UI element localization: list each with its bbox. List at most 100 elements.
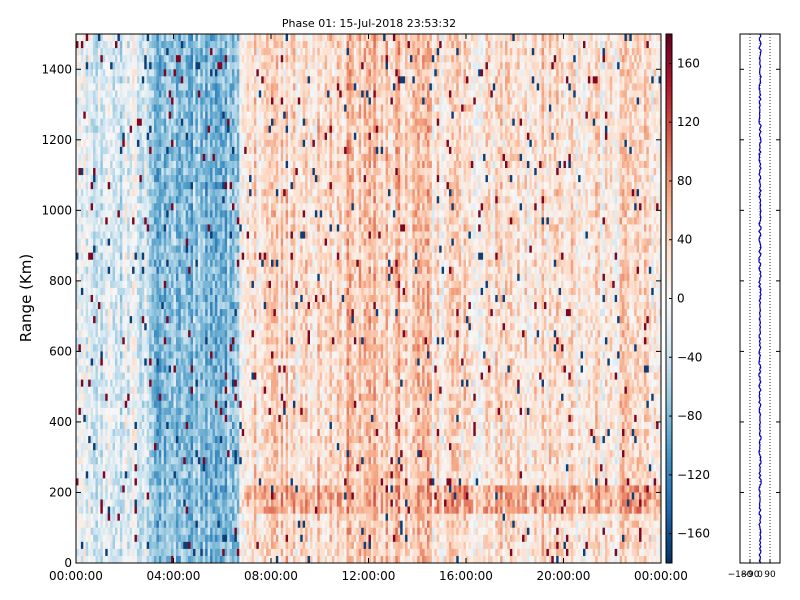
heatmap-cell — [151, 245, 155, 254]
heatmap-cell — [90, 344, 94, 352]
heatmap-cell — [202, 111, 206, 120]
heatmap-cell — [151, 90, 155, 98]
heatmap-cell — [141, 189, 145, 197]
heatmap-cell — [173, 252, 177, 261]
heatmap-cell — [112, 414, 116, 423]
heatmap-cell — [90, 273, 94, 282]
heatmap-cell — [217, 111, 221, 120]
heatmap-cell — [90, 196, 94, 204]
heatmap-cell — [193, 259, 196, 268]
heatmap-cell — [224, 69, 228, 77]
heatmap-cell — [207, 153, 211, 162]
heatmap-cell — [156, 520, 160, 529]
heatmap-cell — [110, 55, 113, 63]
heatmap-cell — [171, 309, 174, 317]
heatmap-cell — [105, 245, 109, 254]
heatmap-cell — [119, 407, 123, 416]
heatmap-cell — [95, 273, 99, 282]
heatmap-cell — [110, 443, 113, 451]
heatmap-cell — [102, 252, 106, 261]
heatmap-cell — [227, 273, 230, 282]
heatmap-cell — [171, 414, 174, 423]
heatmap-cell — [232, 294, 235, 303]
heatmap-cell — [207, 421, 211, 430]
heatmap-cell — [195, 153, 199, 162]
heatmap-cell — [207, 337, 211, 345]
heatmap-cell — [76, 386, 79, 395]
heatmap-cell — [139, 231, 143, 239]
heatmap-cell — [149, 443, 152, 451]
heatmap-cell — [102, 231, 106, 239]
heatmap-cell — [166, 189, 170, 197]
heatmap-cell — [146, 309, 150, 317]
heatmap-cell — [134, 316, 138, 324]
heatmap-cell — [234, 90, 238, 98]
heatmap-cell — [217, 175, 221, 183]
heatmap-cell — [136, 414, 140, 423]
heatmap-cell — [132, 48, 135, 56]
heatmap-cell — [146, 379, 150, 388]
heatmap-cell — [178, 436, 182, 444]
heatmap-cell — [195, 132, 199, 141]
heatmap-cell — [100, 203, 104, 211]
heatmap-cell — [180, 252, 184, 261]
heatmap-cell — [88, 266, 92, 275]
heatmap-cell — [105, 400, 109, 409]
heatmap-cell — [146, 189, 150, 197]
heatmap-cell — [200, 266, 204, 275]
heatmap-cell — [207, 464, 211, 472]
heatmap-cell — [134, 266, 138, 275]
heatmap-cell — [107, 457, 111, 465]
heatmap-cell — [97, 379, 101, 388]
heatmap-cell — [129, 259, 133, 268]
heatmap-cell — [83, 210, 87, 218]
heatmap-cell — [163, 478, 167, 486]
heatmap-cell — [173, 266, 177, 275]
heatmap-cell — [105, 182, 109, 190]
heatmap-cell — [110, 337, 113, 345]
heatmap-cell — [139, 252, 143, 261]
heatmap-cell — [173, 443, 177, 451]
heatmap-cell — [212, 139, 216, 148]
heatmap-cell — [175, 245, 179, 254]
heatmap-cell — [163, 217, 167, 225]
heatmap-cell — [115, 48, 118, 56]
heatmap-cell — [132, 252, 135, 261]
heatmap-cell — [127, 153, 131, 162]
heatmap-cell — [80, 196, 84, 204]
heatmap-cell — [185, 196, 189, 204]
heatmap-cell — [146, 139, 150, 148]
heatmap-cell — [236, 302, 240, 310]
heatmap-cell — [144, 393, 148, 402]
heatmap-cell — [205, 118, 209, 127]
heatmap-cell — [156, 478, 160, 486]
heatmap-cell — [168, 386, 172, 395]
heatmap-cell — [224, 492, 228, 500]
heatmap-cell — [158, 153, 162, 162]
heatmap-cell — [132, 69, 135, 77]
heatmap-cell — [112, 196, 116, 204]
heatmap-cell — [212, 499, 216, 507]
heatmap-cell — [141, 485, 145, 493]
heatmap-cell — [97, 41, 101, 49]
heatmap-cell — [127, 316, 131, 324]
heatmap-cell — [234, 280, 238, 289]
heatmap-cell — [224, 139, 228, 148]
heatmap-cell — [83, 217, 87, 225]
heatmap-cell — [154, 541, 157, 550]
heatmap-cell — [200, 379, 204, 388]
heatmap-cell — [205, 520, 209, 529]
heatmap-cell — [107, 513, 111, 522]
heatmap-cell — [139, 196, 143, 204]
heatmap-cell — [76, 182, 79, 190]
heatmap-cell — [90, 224, 94, 232]
heatmap-cell — [171, 168, 174, 176]
heatmap-cell — [166, 323, 170, 331]
heatmap-cell — [124, 400, 128, 409]
heatmap-cell — [232, 478, 235, 486]
heatmap-cell — [224, 386, 228, 395]
heatmap-cell — [207, 48, 211, 56]
heatmap-cell — [185, 513, 189, 522]
heatmap-cell — [173, 203, 177, 211]
heatmap-cell — [214, 443, 218, 451]
